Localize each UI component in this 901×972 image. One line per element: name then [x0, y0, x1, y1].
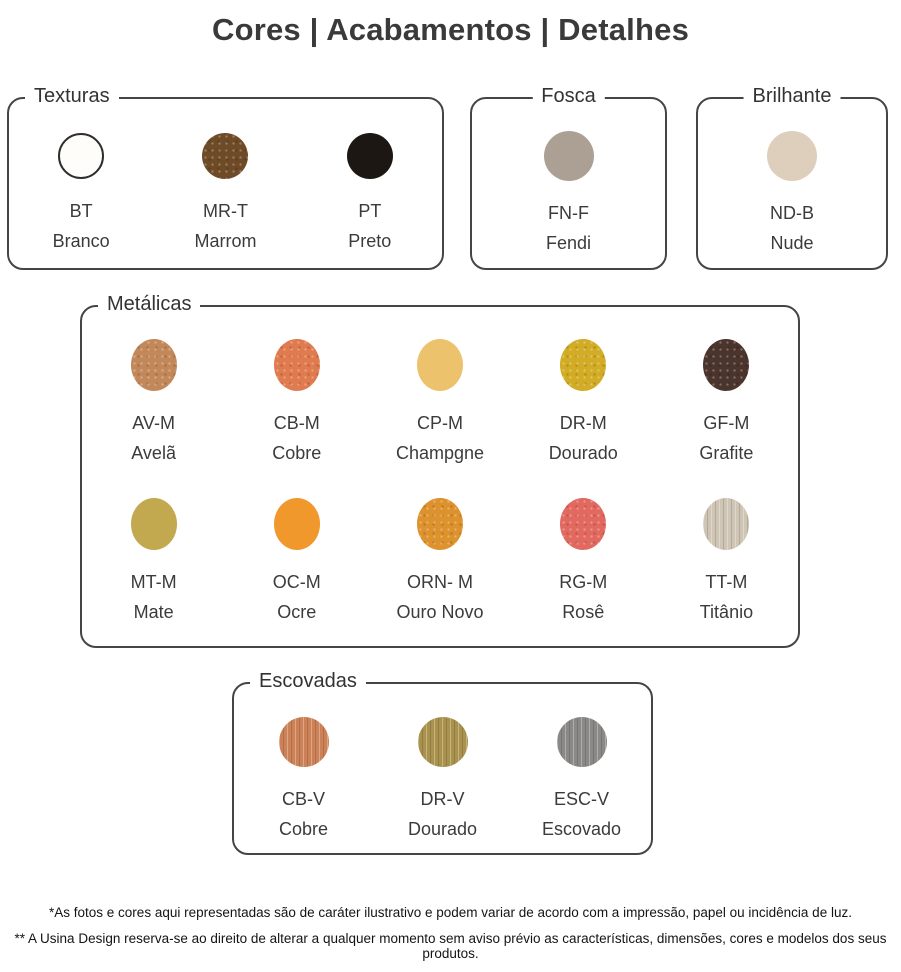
fosca-label: Fosca	[532, 85, 605, 108]
swatch-cb-m: CB-M Cobre	[225, 339, 368, 464]
swatch-tt-m: TT-M Titânio	[655, 498, 798, 623]
swatch-code: ORN- M	[407, 572, 473, 592]
metalicas-swatch-row-1: AV-M Avelã CB-M Cobre CP-M Champgne DR-M…	[82, 339, 798, 464]
swatch-name: Mate	[133, 602, 174, 622]
swatch-name: Rosê	[562, 602, 605, 622]
color-dot-branco	[58, 133, 105, 179]
page-title: Cores | Acabamentos | Detalhes	[211, 12, 690, 47]
color-dot-cobre-m	[273, 339, 320, 391]
escovadas-swatch-row: CB-V Cobre DR-V Dourado ESC-V Escovado	[234, 717, 651, 840]
texturas-swatch-row: BT Branco MR-T Marrom PT Preto	[9, 133, 442, 252]
swatch-name: Avelã	[131, 443, 176, 463]
color-dot-ocre	[273, 498, 320, 550]
footnote-illustrative: *As fotos e cores aqui representadas são…	[49, 905, 852, 920]
escovadas-label: Escovadas	[250, 670, 366, 693]
section-fosca: Fosca FN-F Fendi	[470, 85, 667, 270]
color-dot-grafite	[703, 339, 750, 391]
swatch-name: Ouro Novo	[396, 602, 484, 622]
color-dot-avela	[130, 339, 177, 391]
color-dot-marrom	[202, 133, 249, 179]
swatch-esc-v: ESC-V Escovado	[512, 717, 651, 840]
swatch-av-m: AV-M Avelã	[82, 339, 225, 464]
swatch-cp-m: CP-M Champgne	[368, 339, 511, 464]
swatch-name: Preto	[348, 231, 392, 251]
section-escovadas: Escovadas CB-V Cobre DR-V Dourado ESC-V …	[232, 670, 653, 855]
swatch-oc-m: OC-M Ocre	[225, 498, 368, 623]
swatch-name: Marrom	[194, 231, 257, 251]
section-brilhante: Brilhante ND-B Nude	[696, 85, 888, 270]
swatch-name: Fendi	[545, 233, 592, 253]
swatch-name: Dourado	[407, 819, 478, 839]
footnote-rights: ** A Usina Design reserva-se ao direito …	[14, 931, 887, 961]
swatch-name: Ocre	[277, 602, 317, 622]
swatch-dr-m: DR-M Dourado	[512, 339, 655, 464]
swatch-cb-v: CB-V Cobre	[234, 717, 373, 840]
color-dot-fendi	[543, 131, 594, 181]
color-dot-dourado-m	[560, 339, 607, 391]
swatch-code: TT-M	[705, 572, 748, 592]
swatch-code: AV-M	[132, 413, 175, 433]
swatch-code: PT	[358, 201, 382, 221]
swatch-pt: PT Preto	[298, 133, 442, 252]
color-dot-cobre-v	[278, 717, 329, 767]
brilhante-swatch-row: ND-B Nude	[698, 131, 886, 254]
swatch-name: Escovado	[541, 819, 622, 839]
swatch-name: Grafite	[699, 443, 754, 463]
color-dot-escovado	[556, 717, 607, 767]
swatch-code: MR-T	[203, 201, 248, 221]
color-dot-mate	[130, 498, 177, 550]
swatch-name: Champgne	[395, 443, 485, 463]
swatch-name: Dourado	[548, 443, 618, 463]
swatch-code: OC-M	[272, 572, 321, 592]
swatch-name: Titânio	[699, 602, 754, 622]
swatch-gf-m: GF-M Grafite	[655, 339, 798, 464]
swatch-code: CB-M	[273, 413, 320, 433]
color-dot-champgne	[417, 339, 463, 391]
swatch-name: Cobre	[278, 819, 329, 839]
swatch-mr-t: MR-T Marrom	[153, 133, 297, 252]
swatch-bt: BT Branco	[9, 133, 153, 252]
color-dot-nude	[767, 131, 817, 181]
swatch-name: Cobre	[272, 443, 322, 463]
swatch-code: DR-V	[420, 789, 465, 809]
color-dot-ouro-novo	[417, 498, 463, 550]
swatch-code: BT	[69, 201, 93, 221]
color-dot-preto	[346, 133, 393, 179]
swatch-code: RG-M	[559, 572, 608, 592]
color-dot-titanio	[703, 498, 750, 550]
fosca-swatch-row: FN-F Fendi	[472, 131, 665, 254]
metalicas-label: Metálicas	[98, 293, 201, 316]
swatch-code: CP-M	[417, 413, 463, 433]
swatch-code: ESC-V	[553, 789, 609, 809]
color-dot-rose	[560, 498, 607, 550]
swatch-code: ND-B	[770, 203, 814, 223]
swatch-orn-m: ORN- M Ouro Novo	[368, 498, 511, 623]
color-dot-dourado-v	[417, 717, 468, 767]
swatch-code: DR-M	[559, 413, 607, 433]
swatch-mt-m: MT-M Mate	[82, 498, 225, 623]
swatch-fn-f: FN-F Fendi	[472, 131, 665, 254]
swatch-name: Branco	[52, 231, 110, 251]
swatch-code: MT-M	[130, 572, 177, 592]
texturas-label: Texturas	[25, 85, 119, 108]
metalicas-swatch-row-2: MT-M Mate OC-M Ocre ORN- M Ouro Novo RG-…	[82, 498, 798, 623]
swatch-code: GF-M	[703, 413, 750, 433]
swatch-nd-b: ND-B Nude	[698, 131, 886, 254]
swatch-code: CB-V	[281, 789, 325, 809]
swatch-dr-v: DR-V Dourado	[373, 717, 512, 840]
brilhante-label: Brilhante	[743, 85, 841, 108]
swatch-rg-m: RG-M Rosê	[512, 498, 655, 623]
swatch-name: Nude	[770, 233, 814, 253]
section-metalicas: Metálicas AV-M Avelã CB-M Cobre CP-M Cha…	[80, 293, 800, 648]
swatch-code: FN-F	[548, 203, 589, 223]
section-texturas: Texturas BT Branco MR-T Marrom PT Preto	[7, 85, 444, 270]
